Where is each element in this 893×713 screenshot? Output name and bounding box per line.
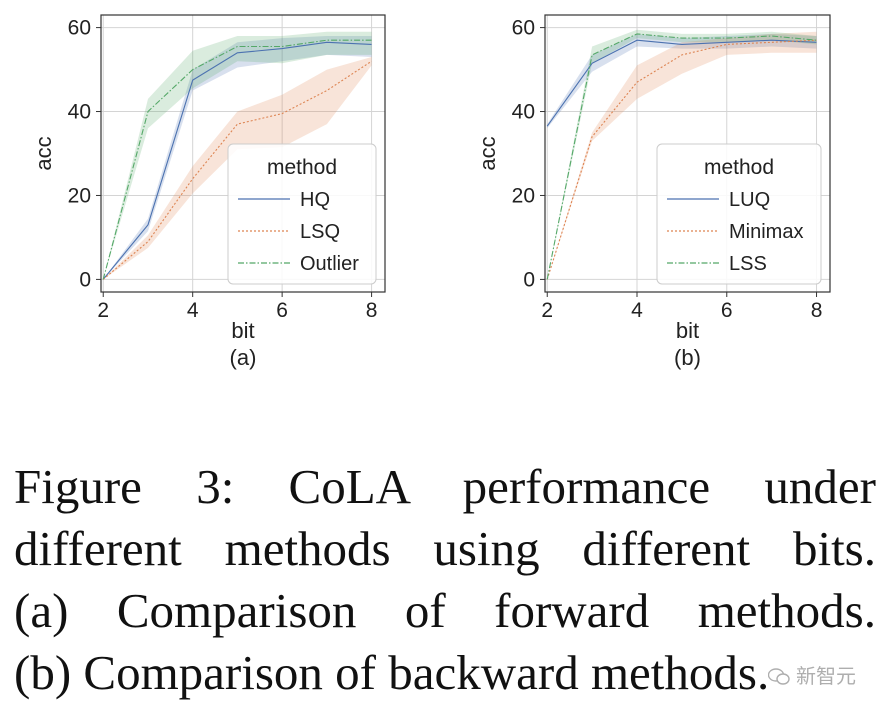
x-tick-label: 4 — [187, 299, 199, 322]
y-tick-label: 40 — [512, 101, 535, 124]
series-line-hq — [102, 41, 372, 280]
x-axis-label: bit — [231, 318, 254, 343]
subplot-label: (a) — [230, 345, 257, 370]
watermark: 新智元 — [768, 660, 856, 689]
series-line-outlier — [102, 39, 372, 280]
legend: method LUQ Minimax LSS — [656, 143, 822, 285]
series-line-lss — [546, 33, 817, 280]
y-tick-label: 0 — [79, 268, 91, 291]
y-tick-label: 40 — [68, 101, 91, 124]
confidence-band-luq — [547, 33, 817, 129]
series-line-luq — [546, 39, 817, 127]
y-axis-label: acc — [475, 136, 500, 170]
x-tick-label: 6 — [721, 299, 733, 322]
series-line-minimax — [546, 39, 817, 280]
caption-line-1: Figure 3: CoLA performance under — [14, 459, 876, 514]
x-tick-label: 2 — [541, 299, 553, 322]
legend-entry-hq: HQ — [300, 189, 330, 211]
x-axis-label: bit — [676, 318, 699, 343]
x-tick-label: 8 — [811, 299, 823, 322]
confidence-band-lsq — [103, 57, 372, 280]
x-tick-label: 6 — [276, 299, 288, 322]
legend: method HQ LSQ Outlier — [227, 143, 377, 285]
y-tick-label: 0 — [523, 268, 535, 291]
x-tick-label: 2 — [97, 299, 109, 322]
subplot-label: (b) — [674, 345, 701, 370]
figure-caption: Figure 3: CoLA performance under differe… — [14, 456, 876, 704]
legend-box — [656, 143, 822, 285]
subplot-2: 2 4 6 8 0 20 40 60 bit acc (b) method LUQ Minimax LSS — [475, 14, 831, 370]
caption-line-4: (b) Comparison of backward methods. — [14, 645, 770, 700]
axes-frame — [544, 14, 831, 293]
y-tick-label: 20 — [512, 184, 535, 207]
watermark-text: 新智元 — [796, 664, 856, 688]
confidence-band-outlier — [103, 31, 372, 280]
x-tick-label: 4 — [631, 299, 643, 322]
legend-entry-luq: LUQ — [729, 189, 770, 211]
wechat-icon — [768, 668, 790, 685]
caption-line-3: (a) Comparison of forward methods. — [14, 583, 876, 638]
legend-entry-lss: LSS — [729, 253, 767, 275]
y-tick-label: 20 — [68, 184, 91, 207]
y-axis-label: acc — [31, 136, 56, 170]
legend-title: method — [267, 156, 337, 179]
y-tick-label: 60 — [68, 17, 91, 40]
subplot-1: 2 4 6 8 0 20 40 60 bit acc (a) method HQ LSQ Outlier — [31, 14, 386, 370]
legend-box — [227, 143, 377, 285]
legend-entry-lsq: LSQ — [300, 221, 340, 243]
legend-entry-outlier: Outlier — [300, 253, 359, 275]
axes-frame — [100, 14, 386, 293]
legend-entry-minimax: Minimax — [729, 221, 803, 243]
x-tick-label: 8 — [366, 299, 378, 322]
legend-title: method — [704, 156, 774, 179]
y-tick-label: 60 — [512, 17, 535, 40]
caption-line-2: different methods using different bits. — [14, 521, 876, 576]
